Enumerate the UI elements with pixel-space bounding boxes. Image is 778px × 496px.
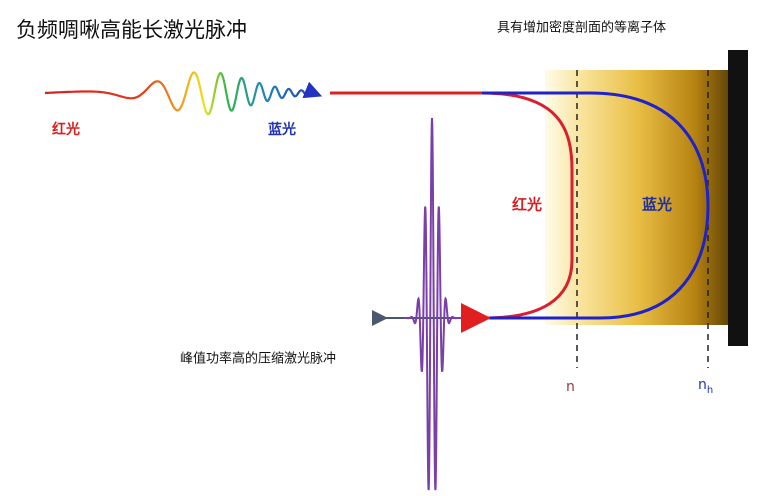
output-label: 峰值功率高的压缩激光脉冲 <box>180 351 336 367</box>
marker-nh-base: n <box>698 377 707 393</box>
blue-label: 蓝光 <box>268 121 296 138</box>
red-label: 红光 <box>52 121 80 138</box>
plasma <box>545 70 731 325</box>
wall <box>728 50 748 346</box>
marker-n: n <box>566 379 575 395</box>
red-path <box>460 91 574 334</box>
blue-path <box>482 91 710 320</box>
marker-nh: nh <box>698 377 713 396</box>
reflect-red-label: 红光 <box>512 196 542 214</box>
marker-nh-sub: h <box>707 385 713 396</box>
title: 负频啁啾高能长激光脉冲 <box>16 18 247 42</box>
chirped-pulse <box>45 71 323 116</box>
compressed-pulse <box>405 117 462 491</box>
reflect-blue-label: 蓝光 <box>642 196 672 214</box>
plasma-label: 具有增加密度剖面的等离子体 <box>497 20 666 36</box>
